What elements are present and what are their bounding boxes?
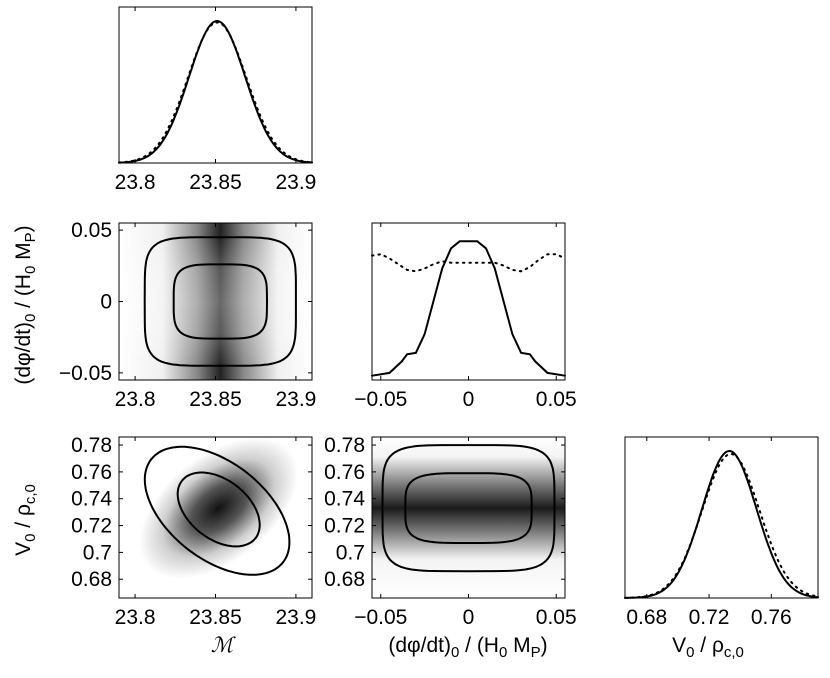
dphi-vs-m-ytick-label: 0	[100, 291, 112, 314]
dphi-marginal-xtick-label: 0	[463, 388, 475, 411]
v-vs-m-ytick-label: 0.68	[71, 568, 112, 591]
v-vs-m-xtick-label: 23.9	[275, 606, 316, 629]
v-label-base: V	[672, 634, 686, 657]
v-vs-m-xtick-label: 23.85	[189, 606, 242, 629]
v-vs-dphi-ytick-label: 0.7	[336, 541, 365, 564]
m-marginal-frame	[118, 6, 313, 164]
v-vs-dphi-panel: −0.05 0 0.05 0.68 0.7 0.72 0.74 0.76 0.78	[324, 434, 577, 629]
v-vs-m-xtick-label: 23.8	[115, 606, 156, 629]
y-axis-label-dphi: (dφ/dt)0 / (H0 MP)	[12, 225, 39, 384]
v-vs-dphi-density	[372, 437, 565, 598]
dphi-marginal-panel: −0.05 0 0.05	[354, 222, 577, 411]
x-axis-label-v-text: V0 / ρc,0	[672, 634, 744, 661]
v-marginal-xtick-label: 0.76	[751, 606, 792, 629]
v-vs-dphi-ytick-label: 0.72	[324, 515, 365, 538]
x-axis-label-m-text: ℳ	[211, 634, 237, 657]
dphi-vs-m-density-fade	[119, 223, 312, 380]
dphi-label-mid2: M	[507, 634, 530, 657]
x-axis-label-m: ℳ	[211, 634, 237, 657]
v-label-mid: / ρ	[694, 634, 724, 657]
dphi-vs-m-xtick-label: 23.8	[115, 388, 156, 411]
v-vs-dphi-xtick-label: 0.05	[536, 606, 577, 629]
dphi-vs-m-panel: 23.8 23.85 23.9 −0.05 0 0.05	[59, 219, 316, 411]
dphi-vs-m-contour-95pct	[143, 236, 297, 367]
v-marginal-panel: 0.68 0.72 0.76	[624, 436, 819, 629]
m-marginal-xtick-label: 23.85	[189, 171, 242, 194]
v-marginal-frame	[624, 436, 819, 599]
v-vs-m-contour-95pct	[143, 445, 291, 576]
dphi-vs-m-ytick-label: 0.05	[71, 219, 112, 242]
dphi-marginal-xtick-label: −0.05	[354, 388, 407, 411]
v-vs-dphi-contour-68pct	[404, 472, 533, 544]
v-vs-m-density	[139, 437, 299, 579]
dphi-vs-m-contour-68pct	[172, 263, 269, 340]
v-vs-dphi-xtick-label: 0	[463, 606, 475, 629]
dphi-label-sub3: P	[531, 644, 541, 661]
v-marginal-solid-line	[624, 449, 819, 599]
v-vs-dphi-ytick-label: 0.76	[324, 461, 365, 484]
dphi-vs-m-ytick-label: −0.05	[59, 362, 112, 385]
dphi-marginal-dotted-line	[371, 253, 566, 273]
y-axis-label-v: V0 / ρc,0	[12, 484, 39, 556]
v-vs-m-ytick-label: 0.72	[71, 515, 112, 538]
m-marginal-panel: 23.8 23.85 23.9	[115, 6, 316, 194]
v-vs-m-ytick-label: 0.78	[71, 434, 112, 457]
v-marginal-xtick-label: 0.68	[626, 606, 667, 629]
v-vs-m-contour-68pct	[176, 471, 261, 548]
v-label-sub: 0	[686, 644, 694, 661]
v-vs-dphi-ytick-label: 0.68	[324, 568, 365, 591]
y-axis-label-v-text: V0 / ρc,0	[12, 484, 39, 556]
dphi-marginal-frame	[371, 222, 566, 381]
m-marginal-xtick-label: 23.8	[115, 171, 156, 194]
v-vs-m-ytick-label: 0.76	[71, 461, 112, 484]
dphi-marginal-solid-line	[371, 240, 566, 377]
m-marginal-solid-line	[118, 19, 313, 164]
m-marginal-xtick-label: 23.9	[275, 171, 316, 194]
v-vs-m-ytick-label: 0.7	[83, 541, 112, 564]
dphi-vs-m-xtick-label: 23.9	[275, 388, 316, 411]
v-vs-dphi-ytick-label: 0.74	[324, 488, 365, 511]
dphi-vs-m-density	[119, 223, 312, 380]
dphi-label-sub: 0	[451, 644, 459, 661]
v-vs-m-panel: 23.8 23.85 23.9 0.68 0.7 0.72 0.74 0.76 0.78	[71, 434, 316, 629]
dphi-label-mid: / (H	[459, 634, 499, 657]
dphi-label-sub2: 0	[499, 644, 507, 661]
v-vs-dphi-xtick-label: −0.05	[354, 606, 407, 629]
v-marginal-xtick-label: 0.72	[689, 606, 730, 629]
v-label-sub2: c,0	[724, 644, 744, 661]
y-axis-label-dphi-text: (dφ/dt)0 / (H0 MP)	[12, 225, 39, 384]
v-vs-m-density-blob	[139, 437, 299, 579]
dphi-marginal-xtick-label: 0.05	[536, 388, 577, 411]
m-marginal-dotted-line	[118, 21, 313, 164]
dphi-label-end: )	[541, 634, 548, 657]
v-vs-dphi-ytick-label: 0.78	[324, 434, 365, 457]
v-vs-m-ytick-label: 0.74	[71, 488, 112, 511]
x-axis-label-dphi: (dφ/dt)0 / (H0 MP)	[388, 634, 547, 661]
v-vs-dphi-density-band	[372, 437, 565, 598]
x-axis-label-dphi-text: (dφ/dt)0 / (H0 MP)	[388, 634, 547, 661]
v-vs-dphi-contour-95pct	[381, 444, 556, 573]
v-marginal-dotted-line	[624, 452, 819, 599]
dphi-vs-m-xtick-label: 23.85	[189, 388, 242, 411]
dphi-label-base: (dφ/dt)	[388, 634, 451, 657]
x-axis-label-v: V0 / ρc,0	[672, 634, 744, 661]
